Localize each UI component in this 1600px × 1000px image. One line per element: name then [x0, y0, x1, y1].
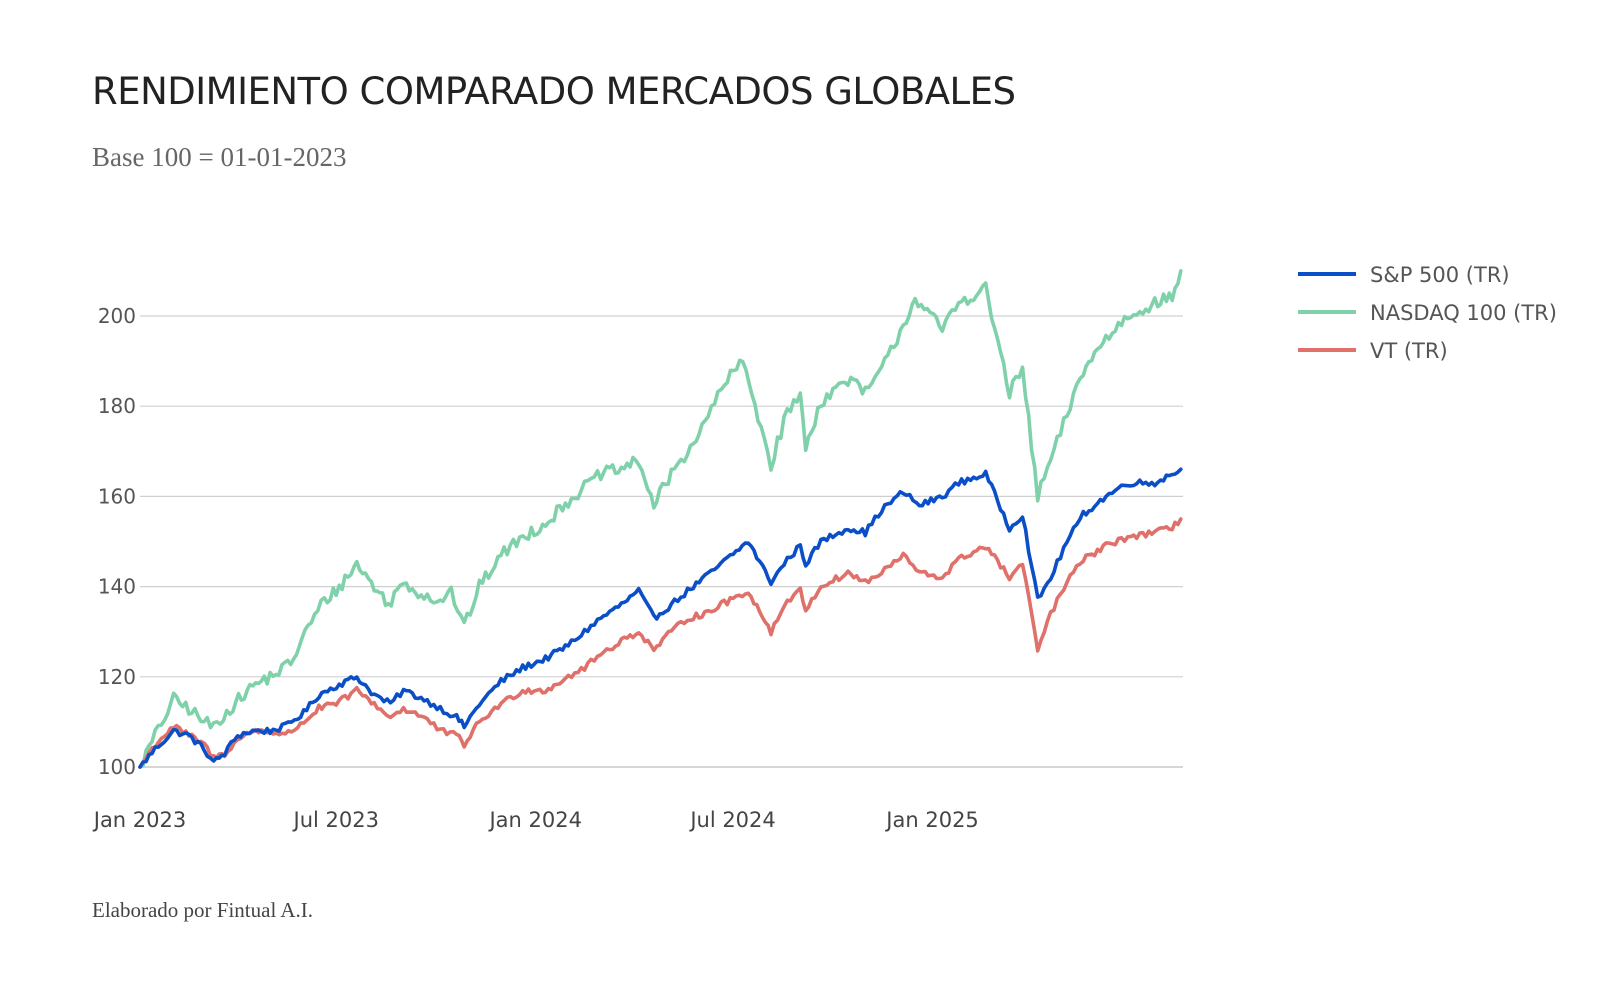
x-tick-label: Jul 2023: [292, 808, 379, 832]
series-lines: [138, 269, 1183, 769]
series-line-vt-tr: [138, 517, 1183, 769]
legend: S&P 500 (TR) NASDAQ 100 (TR) VT (TR): [1298, 263, 1557, 363]
credit-note: Elaborado por Fintual A.I.: [92, 898, 314, 922]
x-tick-label: Jan 2024: [487, 808, 582, 832]
y-axis: 100 120 140 160 180 200: [98, 304, 136, 779]
x-tick-label: Jan 2023: [92, 808, 187, 832]
legend-label: NASDAQ 100 (TR): [1370, 301, 1557, 325]
x-axis: Jan 2023 Jul 2023 Jan 2024 Jul 2024 Jan 2025: [92, 808, 979, 832]
grid-lines: [140, 315, 1183, 768]
series-line-s-p-500-tr: [138, 467, 1183, 769]
y-tick-label: 120: [98, 665, 136, 689]
chart-title: RENDIMIENTO COMPARADO MERCADOS GLOBALES: [92, 70, 1016, 113]
x-tick-label: Jul 2024: [688, 808, 775, 832]
y-tick-label: 180: [98, 394, 136, 418]
series-line-nasdaq-100-tr: [138, 269, 1183, 769]
y-tick-label: 140: [98, 575, 136, 599]
legend-label: S&P 500 (TR): [1370, 263, 1510, 287]
y-tick-label: 200: [98, 304, 136, 328]
y-tick-label: 100: [98, 755, 136, 779]
legend-label: VT (TR): [1370, 339, 1448, 363]
y-tick-label: 160: [98, 484, 136, 508]
chart-subtitle: Base 100 = 01-01-2023: [92, 142, 347, 172]
x-tick-label: Jan 2025: [884, 808, 979, 832]
